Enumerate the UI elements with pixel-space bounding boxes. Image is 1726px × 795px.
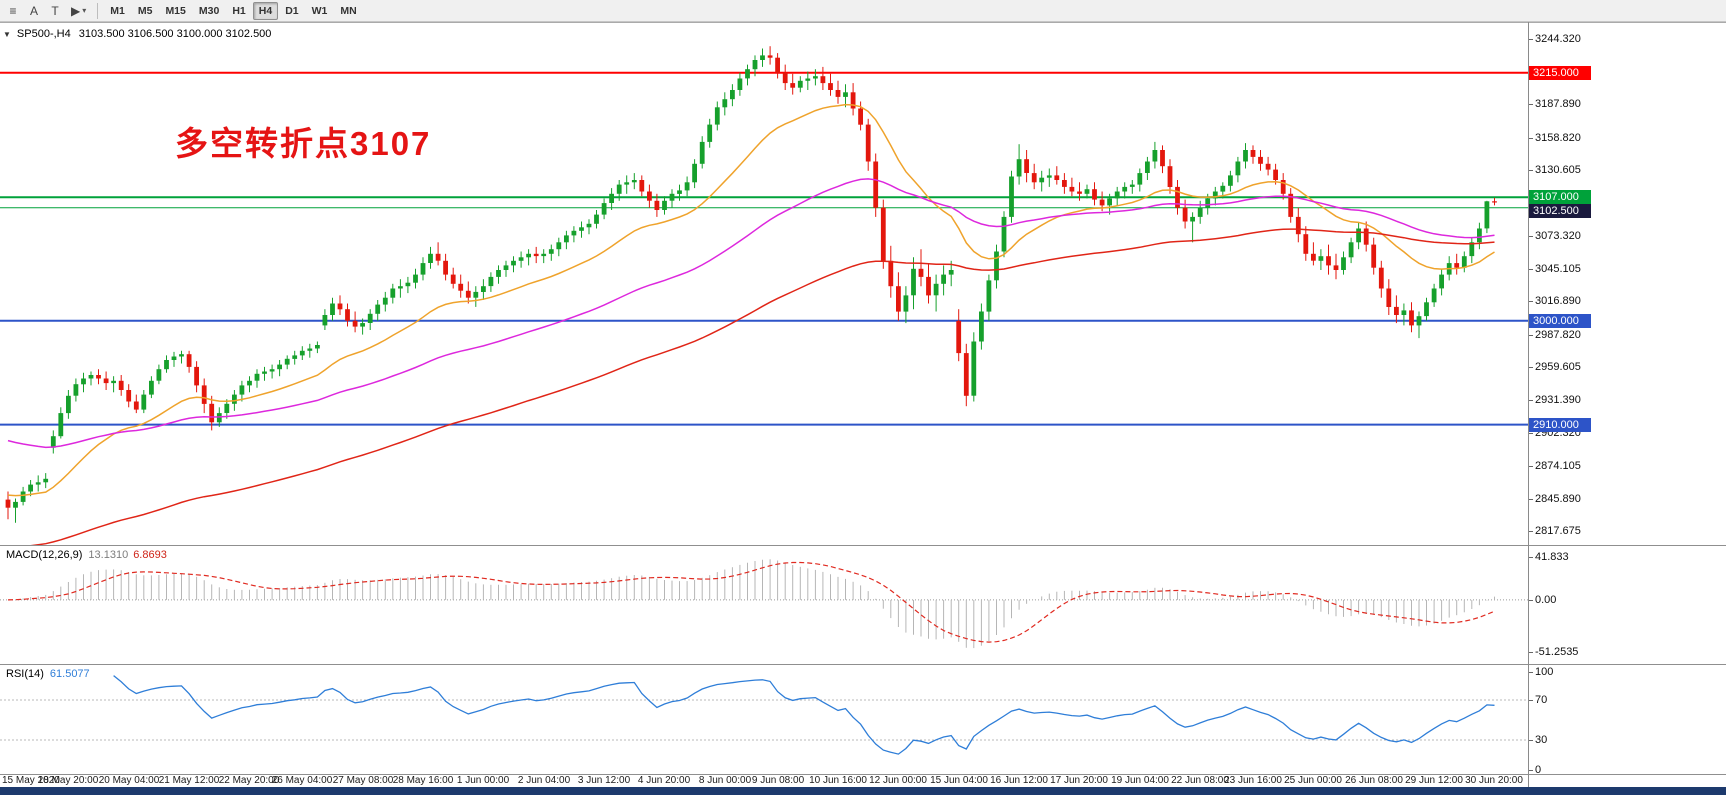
rsi-axis-label: 0 <box>1527 764 1542 776</box>
timeframe-button-w1[interactable]: W1 <box>306 2 334 20</box>
macd-chart[interactable] <box>0 547 1528 665</box>
candlestick-chart[interactable] <box>0 24 1528 546</box>
time-axis-label: 3 Jun 12:00 <box>577 775 631 786</box>
chart-menu-icon[interactable]: ≡ <box>3 2 23 20</box>
time-axis-label: 22 May 20:00 <box>218 775 280 786</box>
bottom-taskbar[interactable] <box>0 787 1726 795</box>
rsi-panel[interactable]: 100 70 30 0 RSI(14) 61.5077 <box>0 664 1726 776</box>
price-axis-label: 2931.390 <box>1528 394 1581 406</box>
rsi-axis-label: 30 <box>1527 734 1548 746</box>
price-axis-label: 2817.675 <box>1528 525 1581 537</box>
chart-tools-group: ≡ A T ▶ ▾ <box>3 2 91 20</box>
time-axis-label: 27 May 08:00 <box>332 775 394 786</box>
time-axis-label: 20 May 04:00 <box>98 775 160 786</box>
price-axis-label: 2959.605 <box>1528 361 1581 373</box>
text-tool-icon[interactable]: T <box>45 2 65 20</box>
time-axis-label: 15 May 2020 <box>2 775 60 786</box>
toolbar-separator <box>97 2 99 19</box>
macd-axis-label: -51.2535 <box>1527 646 1579 658</box>
time-axis-label: 30 Jun 20:00 <box>1465 775 1523 786</box>
annotation-tool-icon[interactable]: A <box>24 2 44 20</box>
time-axis-label: 1 Jun 00:00 <box>456 775 510 786</box>
price-axis-label: 2845.890 <box>1528 493 1581 505</box>
time-axis-label: 18 May 20:00 <box>37 775 99 786</box>
rsi-axis-label: 70 <box>1527 694 1548 706</box>
rsi-name: RSI(14) <box>6 668 44 680</box>
timeframe-button-m30[interactable]: M30 <box>193 2 225 20</box>
price-tag: 3107.000 <box>1529 190 1591 204</box>
time-axis-label: 15 Jun 04:00 <box>930 775 988 786</box>
macd-axis-label: 41.833 <box>1528 551 1569 563</box>
symbol-period-label: SP500-,H4 <box>16 28 71 40</box>
time-axis-label: 12 Jun 00:00 <box>869 775 927 786</box>
time-axis-label: 9 Jun 08:00 <box>751 775 805 786</box>
time-axis-label: 28 May 16:00 <box>392 775 454 786</box>
rsi-value: 61.5077 <box>49 668 90 680</box>
time-axis-label: 17 Jun 20:00 <box>1050 775 1108 786</box>
macd-axis-label: 0.00 <box>1527 594 1557 606</box>
macd-main-value: 13.1310 <box>88 549 129 561</box>
price-axis-label: 2987.820 <box>1528 329 1581 341</box>
timeframe-button-mn[interactable]: MN <box>334 2 362 20</box>
macd-signal-value: 6.8693 <box>133 549 167 561</box>
cursor-glyph: ▶ <box>71 3 81 18</box>
price-tag: 3000.000 <box>1529 314 1591 328</box>
price-axis-label: 3158.820 <box>1528 132 1581 144</box>
rsi-axis: 100 70 30 0 <box>1527 666 1726 776</box>
caret-down-icon: ▾ <box>82 6 87 15</box>
timeframe-button-h1[interactable]: H1 <box>226 2 251 20</box>
timeframe-group: M1 M5 M15 M30 H1 H4 D1 W1 MN <box>104 1 362 20</box>
price-axis-label: 3073.320 <box>1528 230 1581 242</box>
rsi-label: RSI(14) 61.5077 <box>6 668 90 680</box>
time-axis-label: 21 May 12:00 <box>158 775 220 786</box>
macd-panel[interactable]: 41.833 0.00 -51.2535 MACD(12,26,9) 13.1310 6… <box>0 545 1726 664</box>
time-axis-label: 26 Jun 08:00 <box>1345 775 1403 786</box>
macd-label: MACD(12,26,9) 13.1310 6.8693 <box>6 549 167 561</box>
time-axis: 15 May 2020 18 May 20:00 20 May 04:00 21 Ma… <box>0 774 1726 787</box>
chart-annotation-text[interactable]: 多空转折点3107 <box>175 125 432 162</box>
price-axis-label: 2874.105 <box>1528 460 1581 472</box>
one-click-trading-arrow-icon[interactable]: ▼ <box>3 30 11 39</box>
time-axis-label: 23 Jun 16:00 <box>1224 775 1282 786</box>
cursor-tool-icon[interactable]: ▶ ▾ <box>66 2 91 20</box>
price-tag: 3215.000 <box>1529 66 1591 80</box>
timeframe-button-m5[interactable]: M5 <box>132 2 159 20</box>
price-axis-label: 3045.105 <box>1528 263 1581 275</box>
price-tag: 3102.500 <box>1529 204 1591 218</box>
time-axis-label: 25 Jun 00:00 <box>1284 775 1342 786</box>
timeframe-button-d1[interactable]: D1 <box>279 2 304 20</box>
rsi-chart[interactable] <box>0 666 1528 775</box>
macd-name: MACD(12,26,9) <box>6 549 83 561</box>
macd-axis: 41.833 0.00 -51.2535 <box>1527 547 1726 665</box>
timeframe-button-h4[interactable]: H4 <box>252 1 279 20</box>
time-axis-label: 16 Jun 12:00 <box>990 775 1048 786</box>
time-axis-label: 10 Jun 16:00 <box>809 775 867 786</box>
ohlc-values: 3103.500 3106.500 3100.000 3102.500 <box>78 28 272 40</box>
time-axis-label: 22 Jun 08:00 <box>1171 775 1229 786</box>
time-axis-label: 26 May 04:00 <box>271 775 333 786</box>
time-axis-label: 4 Jun 20:00 <box>637 775 691 786</box>
time-axis-label: 19 Jun 04:00 <box>1111 775 1169 786</box>
price-tag: 2910.000 <box>1529 418 1591 432</box>
chart-title: ▼ SP500-,H4 3103.500 3106.500 3100.000 310… <box>3 28 271 40</box>
price-axis-label: 3244.320 <box>1528 33 1581 45</box>
time-axis-label: 8 Jun 00:00 <box>698 775 752 786</box>
main-chart-panel[interactable]: 3244.320 3187.890 3158.820 3130.605 3073.320… <box>0 22 1726 546</box>
rsi-axis-label: 100 <box>1527 666 1554 678</box>
price-axis: 3244.320 3187.890 3158.820 3130.605 3073.320… <box>1528 24 1726 546</box>
price-axis-label: 3187.890 <box>1528 98 1581 110</box>
toolbar: ≡ A T ▶ ▾ M1 M5 M15 M30 H1 H4 D1 W1 MN <box>0 0 1726 22</box>
timeframe-button-m1[interactable]: M1 <box>104 2 131 20</box>
timeframe-button-m15[interactable]: M15 <box>159 2 191 20</box>
time-axis-label: 2 Jun 04:00 <box>517 775 571 786</box>
price-axis-label: 3016.890 <box>1528 295 1581 307</box>
price-axis-label: 3130.605 <box>1528 164 1581 176</box>
axis-separator-line <box>1528 22 1529 787</box>
time-axis-label: 29 Jun 12:00 <box>1405 775 1463 786</box>
